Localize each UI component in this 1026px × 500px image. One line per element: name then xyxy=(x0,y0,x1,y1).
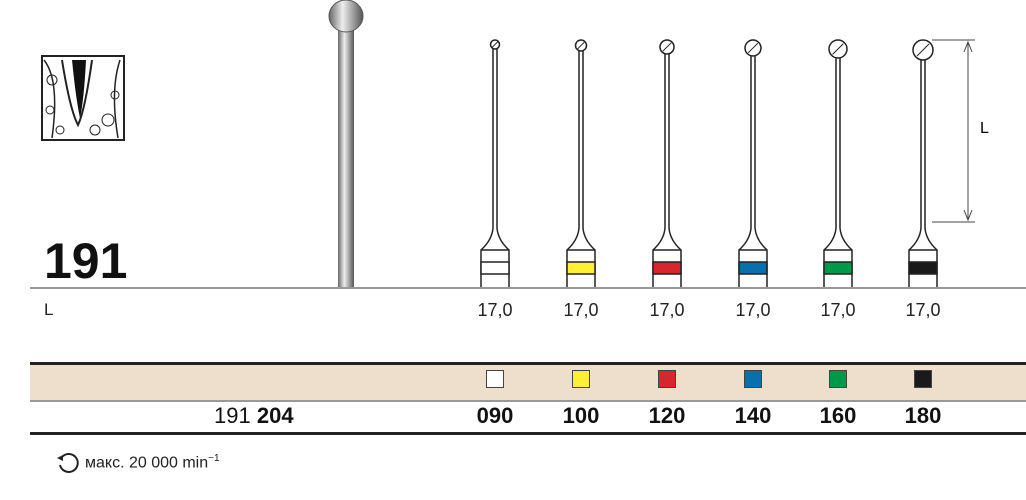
bur-drawing-160 xyxy=(823,39,853,288)
bur-drawing-140 xyxy=(738,39,768,288)
rotation-icon xyxy=(57,452,79,473)
color-swatch xyxy=(914,370,932,388)
length-value: 17,0 xyxy=(735,300,771,320)
size-code: 090 xyxy=(476,403,514,428)
length-value: 17,0 xyxy=(649,300,685,320)
bur-drawing-090 xyxy=(480,39,510,288)
instrument-drawings xyxy=(30,0,1026,289)
color-swatch xyxy=(744,370,762,388)
size-code: 100 xyxy=(562,403,600,428)
dimension-line xyxy=(932,39,975,223)
bur-drawing-120 xyxy=(652,39,682,288)
length-value: 17,0 xyxy=(905,300,941,320)
max-speed-note: макс. 20 000 min−1 xyxy=(55,450,220,476)
length-value: 17,0 xyxy=(477,300,513,320)
size-code: 120 xyxy=(648,403,686,428)
ref-prefix: 191 xyxy=(214,403,251,428)
size-code: 160 xyxy=(819,403,857,428)
color-swatch xyxy=(486,370,504,388)
bur-drawing-180 xyxy=(908,39,938,288)
table-bottom-rule xyxy=(30,432,1026,435)
color-band xyxy=(30,362,1026,402)
reference-number: 191 204 xyxy=(214,403,294,429)
max-speed-exponent: −1 xyxy=(208,453,220,465)
length-label: L xyxy=(44,300,54,319)
ref-suffix: 204 xyxy=(256,403,294,428)
product-number: 191 xyxy=(44,233,128,289)
length-value: 17,0 xyxy=(820,300,856,320)
color-swatch xyxy=(829,370,847,388)
bur-photo xyxy=(328,0,364,288)
max-speed-text: макс. 20 000 min xyxy=(85,454,209,472)
color-swatch xyxy=(658,370,676,388)
dimension-label: L xyxy=(980,120,989,137)
bur-drawing-100 xyxy=(566,39,596,288)
application-icon xyxy=(41,55,125,141)
size-code: 180 xyxy=(904,403,942,428)
color-swatch xyxy=(572,370,590,388)
size-code: 140 xyxy=(734,403,772,428)
length-value: 17,0 xyxy=(563,300,599,320)
